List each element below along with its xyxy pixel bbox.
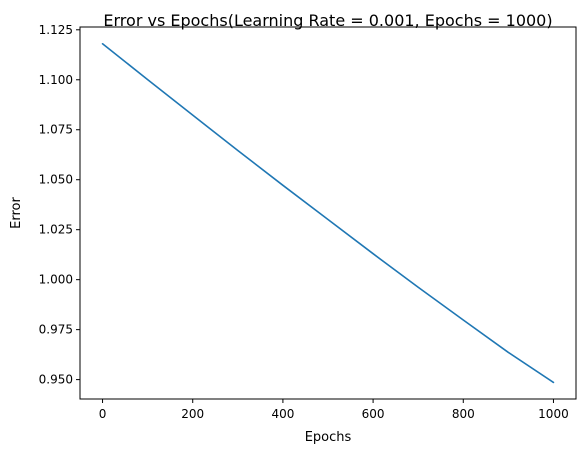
x-tick-label: 800 xyxy=(452,407,475,421)
y-tick-label: 1.050 xyxy=(39,173,73,187)
plot-area xyxy=(79,26,577,400)
y-tick-label: 0.975 xyxy=(39,323,73,337)
chart-title: Error vs Epochs(Learning Rate = 0.001, E… xyxy=(103,11,552,30)
y-axis-label: Error xyxy=(9,197,24,229)
x-tick-label: 400 xyxy=(271,407,294,421)
y-tick-label: 1.125 xyxy=(39,23,73,37)
y-axis: 0.950 0.975 1.000 1.025 1.050 1.075 1.100 1.125 xyxy=(39,23,80,387)
x-axis: 0 200 400 600 800 1000 xyxy=(99,399,569,421)
y-tick-label: 1.100 xyxy=(39,73,73,87)
x-tick-label: 1000 xyxy=(538,407,569,421)
x-tick-label: 0 xyxy=(99,407,107,421)
y-tick-label: 1.075 xyxy=(39,123,73,137)
x-tick-label: 600 xyxy=(362,407,385,421)
y-tick-label: 1.000 xyxy=(39,273,73,287)
x-axis-label: Epochs xyxy=(305,430,352,445)
y-tick-label: 1.025 xyxy=(39,223,73,237)
y-tick-label: 0.950 xyxy=(39,373,73,387)
axes-frame xyxy=(79,26,577,400)
error-series-line xyxy=(101,42,555,384)
x-tick-label: 200 xyxy=(181,407,204,421)
series-layer xyxy=(101,42,555,384)
